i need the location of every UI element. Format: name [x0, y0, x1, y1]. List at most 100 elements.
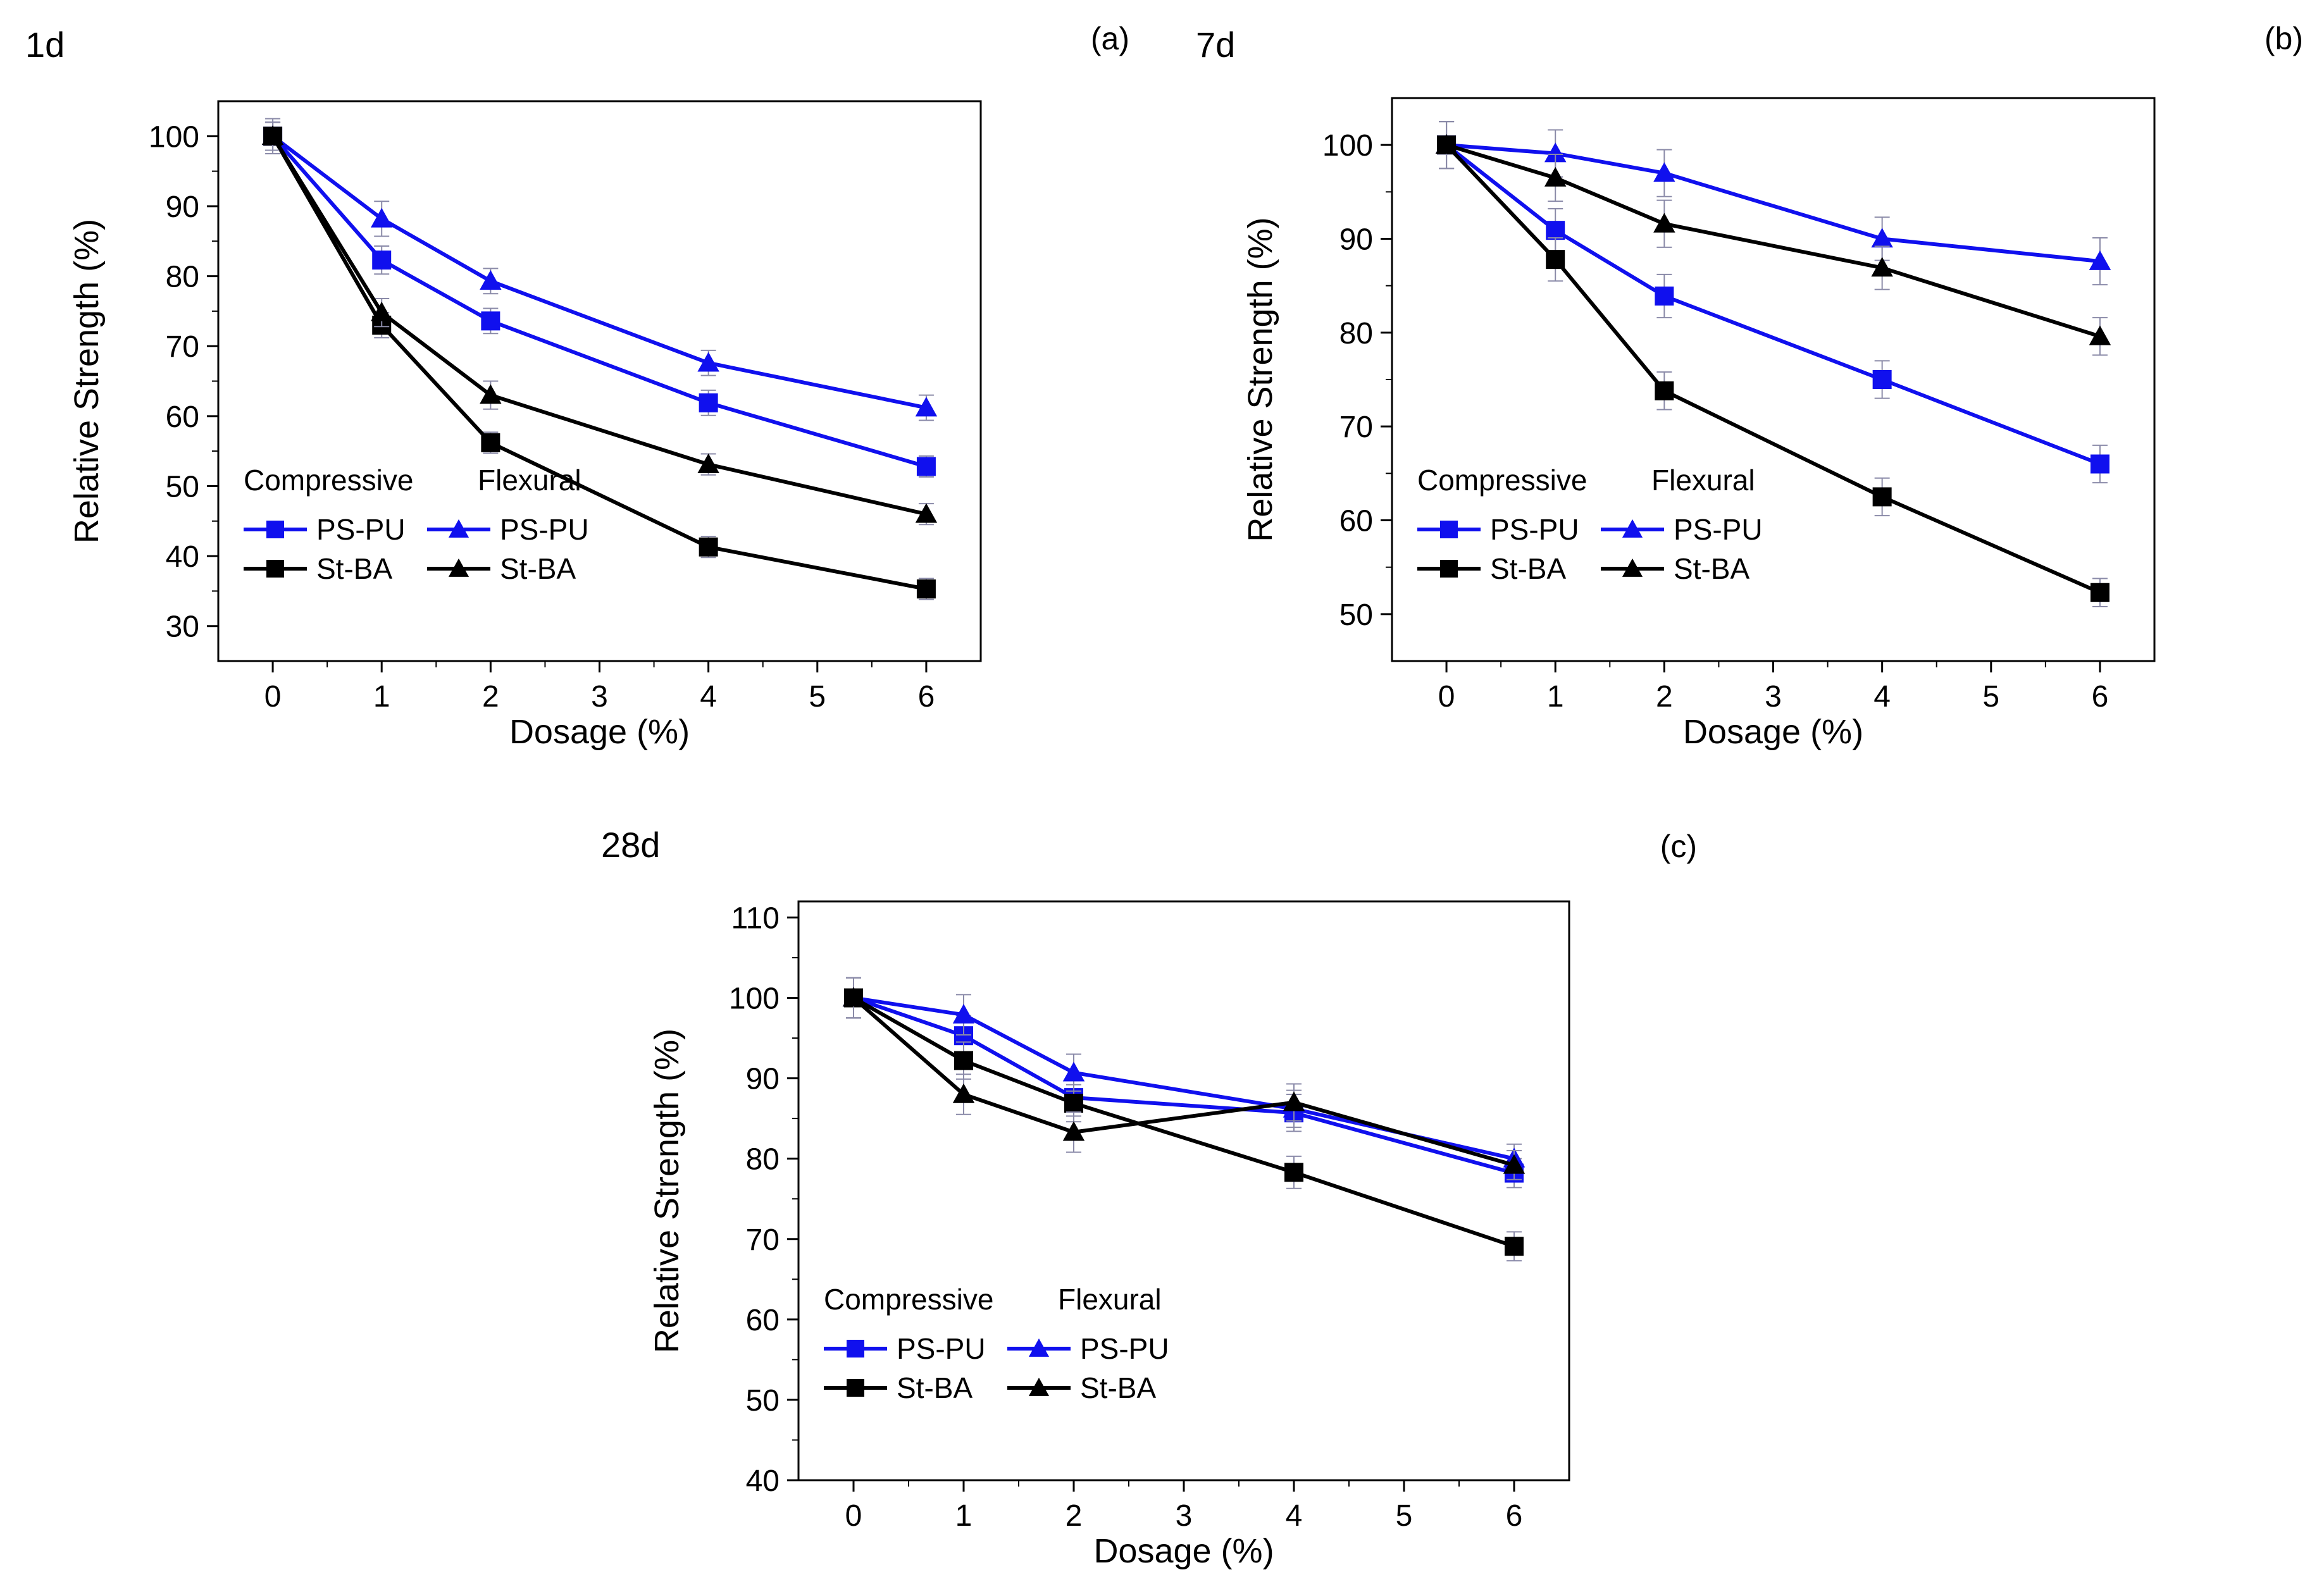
data-point	[1655, 381, 1674, 400]
legend-marker	[847, 1340, 864, 1357]
data-point	[2090, 583, 2110, 602]
legend-label: PS-PU	[1674, 513, 1763, 546]
data-point	[370, 301, 393, 321]
y-axis-title: Relative Strength (%)	[648, 1029, 686, 1353]
y-tick-label: 110	[731, 901, 780, 935]
x-tick-label: 2	[482, 680, 499, 714]
data-point	[697, 453, 719, 473]
legend-item: St-BA	[1417, 552, 1566, 585]
x-tick-label: 5	[1396, 1499, 1413, 1533]
data-point	[2089, 325, 2111, 345]
legend-header-flexural: Flexural	[1058, 1283, 1162, 1316]
x-tick-label: 6	[2092, 680, 2109, 714]
data-point	[699, 537, 718, 557]
series-black-triangle	[1435, 121, 2111, 356]
y-axis-title: Relative Strength (%)	[68, 219, 106, 543]
legend-marker	[847, 1379, 864, 1397]
x-tick-label: 4	[1286, 1499, 1303, 1533]
legend-item: St-BA	[824, 1371, 972, 1404]
legend-label: PS-PU	[500, 513, 589, 546]
data-point	[1872, 370, 1892, 389]
y-tick-label: 50	[166, 470, 199, 504]
x-tick-label: 1	[1547, 680, 1564, 714]
data-point	[372, 250, 392, 270]
legend-item: PS-PU	[1417, 513, 1579, 546]
legend-marker	[1028, 1338, 1050, 1357]
legend-item: St-BA	[244, 552, 392, 585]
chart-panel-a: 1d (a) 0 1 2 3 4 5 6 30 40 50 60 70 80 90 100 Dosage (%) R…	[25, 21, 1129, 751]
data-point	[1544, 166, 1567, 187]
data-point	[1872, 487, 1892, 507]
data-point	[261, 125, 284, 145]
legend-marker	[448, 558, 469, 577]
x-axis-title: Dosage (%)	[1683, 713, 1863, 751]
x-tick-label: 5	[809, 680, 826, 714]
legend-label: PS-PU	[897, 1332, 986, 1365]
x-tick-label: 2	[1656, 680, 1673, 714]
legend-header-compressive: Compressive	[244, 464, 413, 497]
y-tick-label: 80	[746, 1143, 780, 1177]
data-point	[915, 503, 938, 523]
y-tick-label: 90	[1339, 223, 1373, 257]
legend: Compressive Flexural PS-PU PS-PU St-BA St-BA	[1417, 464, 1763, 585]
series-blue-triangle	[261, 118, 938, 421]
x-tick-label: 6	[1506, 1499, 1523, 1533]
legend-marker	[1622, 519, 1643, 538]
data-point	[480, 384, 502, 404]
y-tick-label: 80	[166, 261, 199, 294]
data-point	[916, 457, 936, 476]
legend-label: St-BA	[897, 1371, 972, 1404]
series-blue-triangle	[1435, 121, 2111, 286]
legend-item: St-BA	[427, 552, 576, 585]
x-tick-label: 0	[845, 1499, 862, 1533]
y-tick-label: 60	[746, 1304, 780, 1337]
x-tick-label: 6	[918, 680, 935, 714]
data-point	[1653, 213, 1675, 233]
y-tick-label: 40	[746, 1464, 780, 1498]
data-point	[1544, 142, 1567, 163]
y-tick-label: 80	[1339, 317, 1373, 350]
panel-label: (b)	[2265, 21, 2303, 56]
x-tick-label: 0	[1438, 680, 1455, 714]
legend-header-compressive: Compressive	[824, 1283, 993, 1316]
legend-label: St-BA	[500, 552, 576, 585]
data-point	[2089, 250, 2111, 270]
data-point	[2090, 454, 2110, 474]
legend-label: PS-PU	[1080, 1332, 1169, 1365]
x-tick-label: 4	[700, 680, 717, 714]
x-tick-label: 1	[373, 680, 390, 714]
data-point	[1546, 250, 1565, 269]
data-point	[1062, 1121, 1085, 1141]
x-tick-label: 3	[591, 680, 608, 714]
data-point	[842, 987, 865, 1007]
panel-label: (c)	[1660, 829, 1697, 864]
data-point	[1871, 257, 1893, 277]
legend-item: PS-PU	[427, 513, 589, 546]
legend-label: PS-PU	[316, 513, 406, 546]
y-tick-label: 90	[166, 190, 199, 224]
y-axis-title: Relative Strength (%)	[1241, 217, 1279, 541]
y-tick-label: 60	[1339, 505, 1373, 538]
y-tick-label: 70	[1339, 411, 1373, 444]
y-tick-label: 70	[746, 1223, 780, 1257]
legend-item: St-BA	[1601, 552, 1749, 585]
data-point	[1503, 1154, 1526, 1174]
legend-label: St-BA	[1080, 1371, 1156, 1404]
data-point	[1655, 286, 1674, 306]
data-point	[1064, 1093, 1083, 1113]
legend: Compressive Flexural PS-PU PS-PU St-BA St-BA	[244, 464, 589, 585]
y-tick-label: 50	[746, 1384, 780, 1418]
legend-marker	[1028, 1377, 1050, 1396]
data-point	[481, 433, 500, 452]
data-point	[1653, 162, 1675, 182]
data-point	[1284, 1163, 1303, 1182]
x-tick-label: 2	[1066, 1499, 1083, 1533]
legend-marker	[448, 519, 469, 538]
data-point	[952, 1083, 975, 1103]
y-tick-label: 30	[166, 610, 199, 644]
y-tick-label: 100	[149, 120, 199, 154]
legend-header-flexural: Flexural	[478, 464, 581, 497]
data-point	[954, 1051, 973, 1070]
legend-header-flexural: Flexural	[1651, 464, 1755, 497]
